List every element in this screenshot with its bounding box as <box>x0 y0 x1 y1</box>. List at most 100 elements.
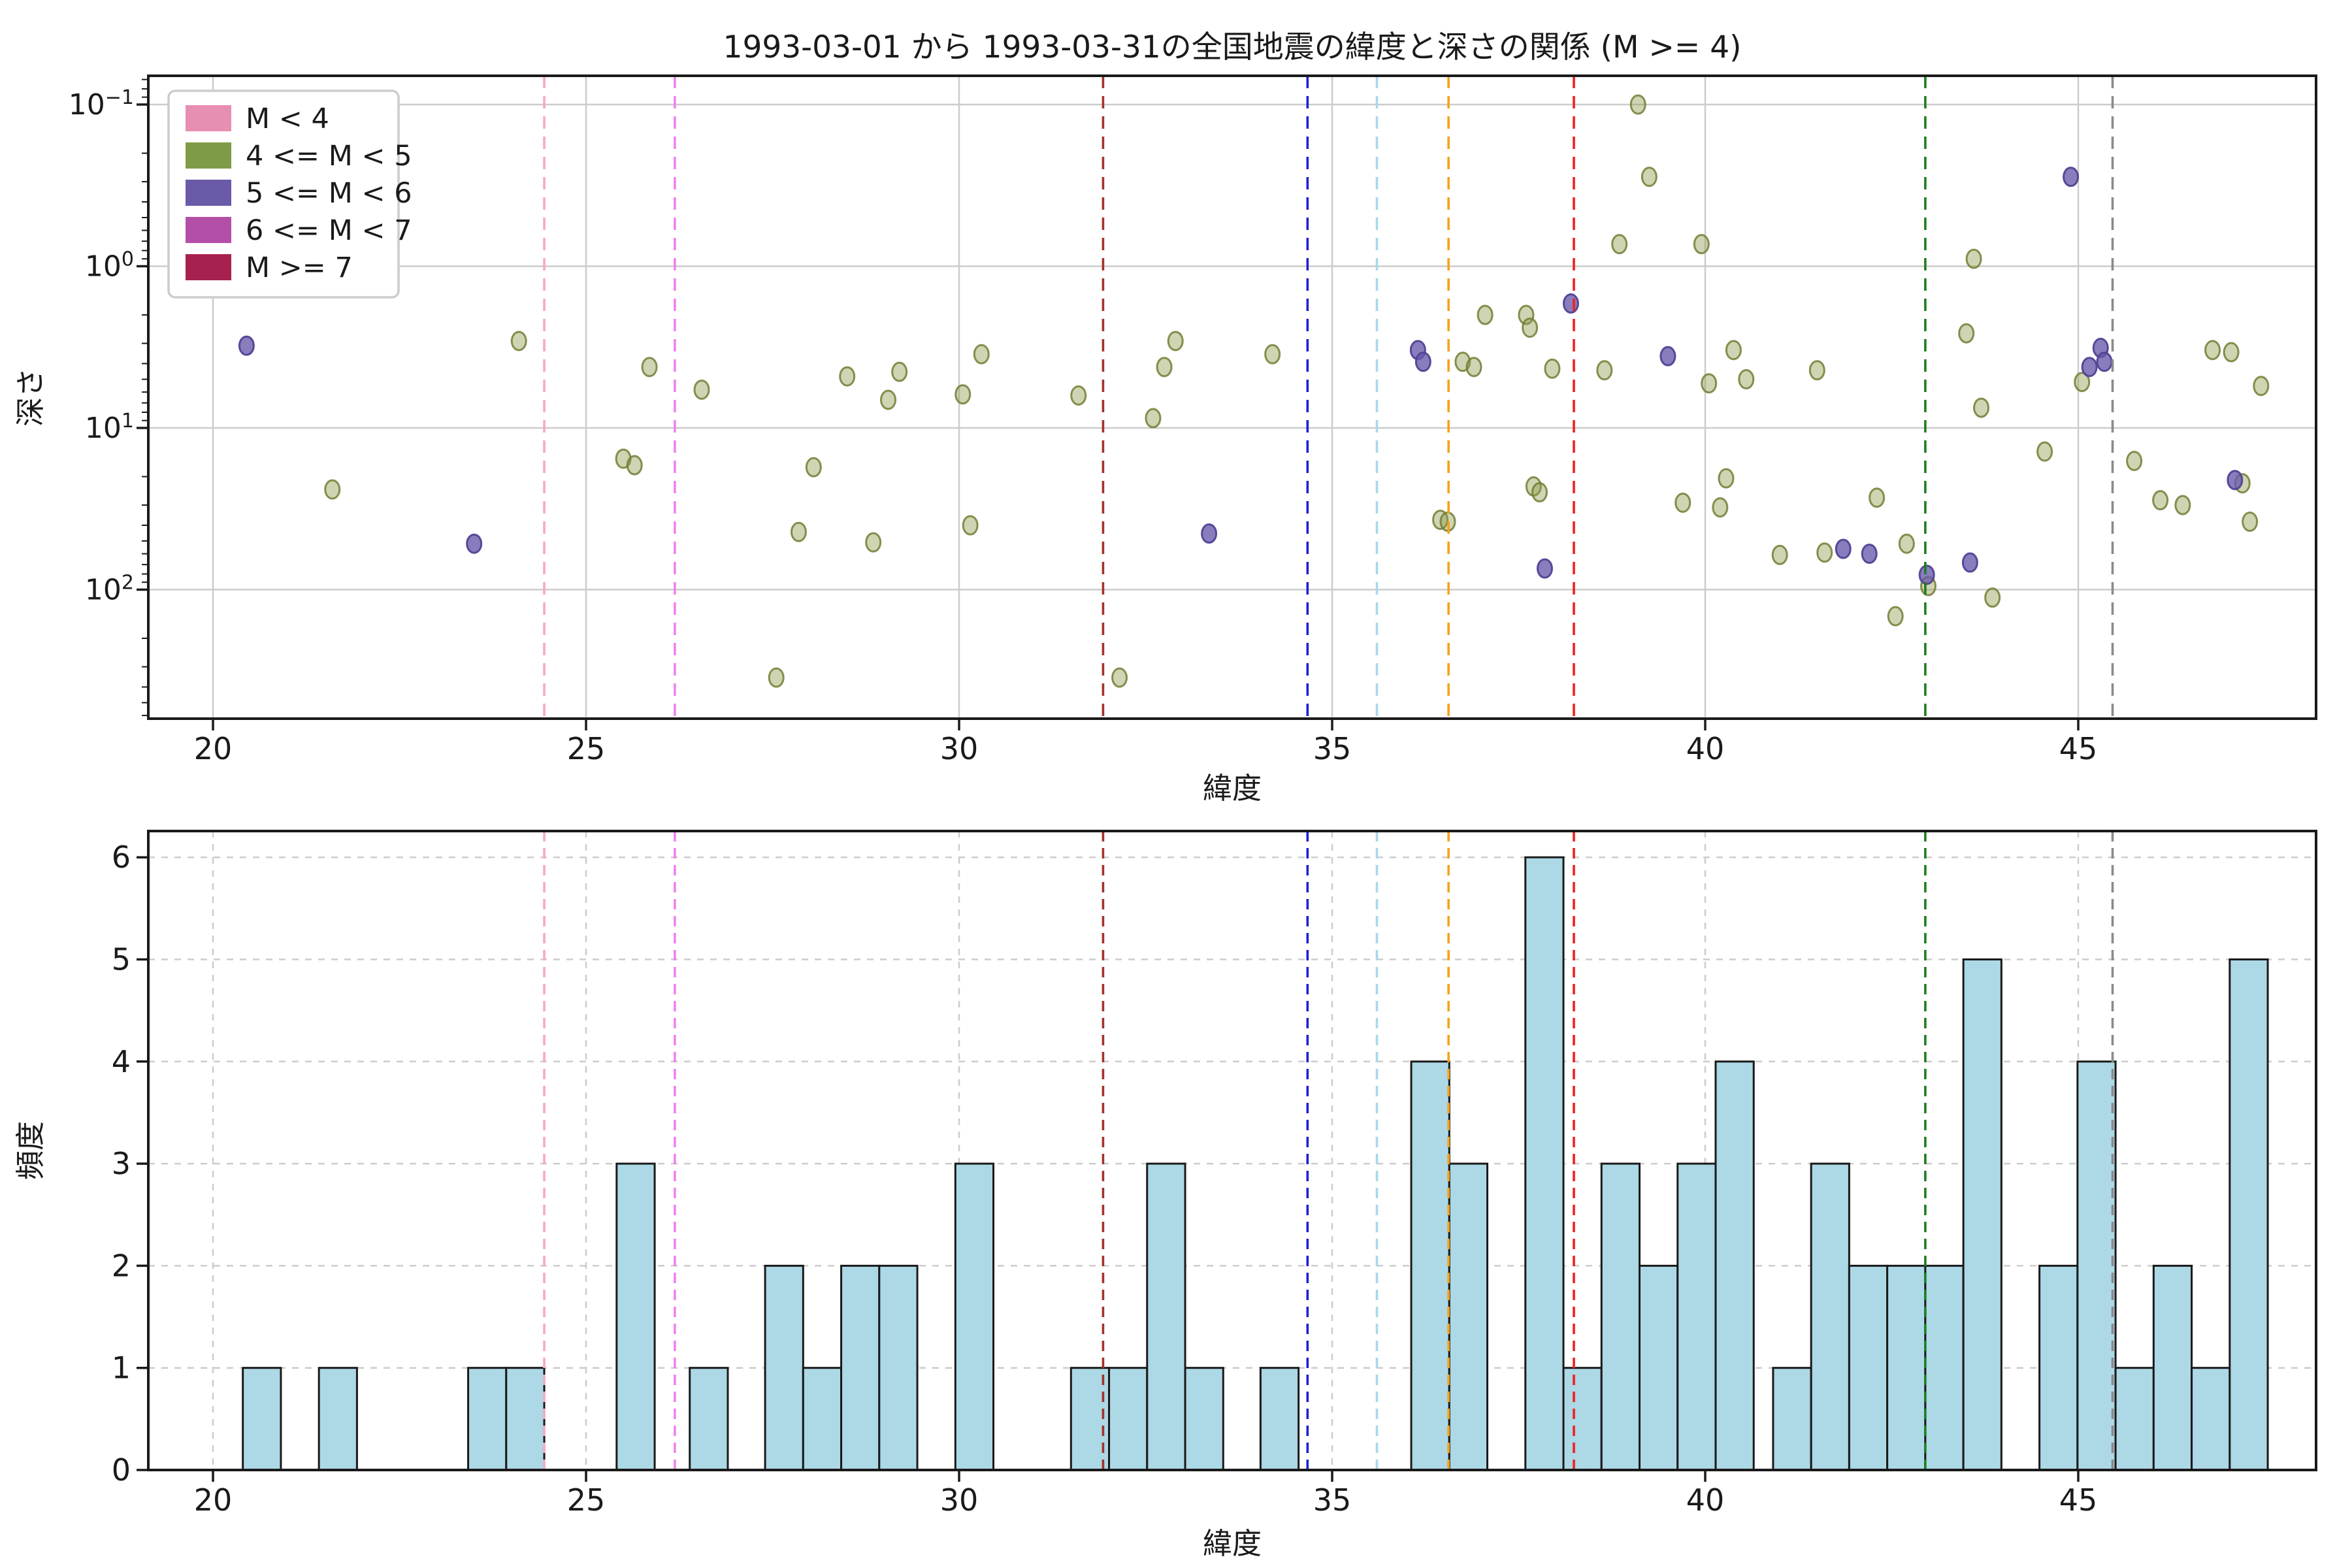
scatter-point <box>1414 351 1431 372</box>
scatter-point <box>1536 558 1553 579</box>
scatter-point <box>2036 441 2053 462</box>
scatter-point <box>1145 408 1162 429</box>
legend-swatch <box>186 254 231 280</box>
y-tick-label: 6 <box>112 840 131 875</box>
histogram-bar <box>1448 1162 1489 1471</box>
histogram-bar <box>1146 1162 1186 1471</box>
histogram-bar <box>1772 1367 1812 1471</box>
scatter-point <box>1544 358 1561 379</box>
histogram-bar <box>2114 1367 2155 1471</box>
legend-swatch <box>186 180 231 206</box>
scatter-point <box>2253 376 2270 397</box>
histogram-bar <box>1184 1367 1224 1471</box>
scatter-point <box>973 344 990 365</box>
scatter-point <box>2152 490 2169 511</box>
histogram-bar <box>1524 856 1565 1471</box>
scatter-point <box>1070 385 1087 406</box>
scatter-point <box>805 457 822 478</box>
x-tick-label: 30 <box>940 1482 979 1518</box>
scatter-point <box>1167 331 1184 351</box>
scatter-point <box>1861 544 1878 564</box>
y-tick-label: 0 <box>112 1452 131 1488</box>
histogram-bar <box>2076 1060 2117 1471</box>
scatter-point <box>1201 523 1218 544</box>
histogram-bar <box>1259 1367 1300 1471</box>
y-tick-label: 101 <box>85 410 134 445</box>
x-tick-label: 45 <box>2059 1482 2098 1518</box>
x-tick-label: 40 <box>1686 731 1725 766</box>
histogram-bar <box>2152 1264 2193 1471</box>
histogram-bar <box>615 1162 656 1471</box>
histogram-bar <box>1108 1367 1149 1471</box>
scatter-point <box>1629 94 1646 115</box>
scatter-point <box>2223 342 2240 363</box>
legend-label: M < 4 <box>246 103 329 135</box>
x-tick-label: 45 <box>2059 731 2098 766</box>
scatter-point <box>1522 318 1539 338</box>
legend-swatch <box>186 142 231 169</box>
scatter-point <box>1718 468 1735 489</box>
histogram-bar <box>1810 1162 1850 1471</box>
scatter-point <box>324 479 341 500</box>
histogram-bar <box>1886 1264 1927 1471</box>
scatter-point <box>891 361 908 382</box>
scatter-point <box>466 533 483 554</box>
scatter-point <box>1693 234 1710 255</box>
scatter-xaxis-label: 緯度 <box>1203 771 1262 806</box>
scatter-point <box>2174 495 2191 515</box>
x-tick-label: 35 <box>1313 1482 1352 1518</box>
y-tick-label: 1 <box>112 1350 131 1386</box>
histogram-bar <box>1714 1060 1755 1471</box>
scatter-point <box>693 379 710 400</box>
scatter-point <box>2227 470 2244 491</box>
scatter-point <box>1562 293 1579 314</box>
scatter-point <box>865 532 882 553</box>
scatter-point <box>1973 397 1990 418</box>
scatter-point <box>1465 357 1482 378</box>
x-tick-label: 40 <box>1686 1482 1725 1518</box>
scatter-point <box>1641 167 1658 188</box>
scatter-plot: 20 25 30 35 40 45 10−1 100 101 102 <box>69 74 2317 766</box>
scatter-point <box>1771 544 1788 565</box>
histogram-bar <box>1848 1264 1889 1471</box>
histogram-bar <box>318 1367 358 1471</box>
histogram-frame <box>147 830 2317 1471</box>
scatter-point <box>1477 304 1494 325</box>
y-tick-label: 10−1 <box>69 86 134 122</box>
scatter-point <box>2096 351 2113 372</box>
legend-label: 5 <= M < 6 <box>246 177 412 210</box>
histogram-bar <box>802 1367 843 1471</box>
y-tick-label: 5 <box>112 942 131 977</box>
histogram-bar <box>1676 1162 1717 1471</box>
scatter-point <box>1918 564 1935 585</box>
histogram-bar <box>764 1264 804 1471</box>
scatter-point <box>1264 344 1281 365</box>
histogram-bar <box>1924 1264 1965 1471</box>
histogram-bar <box>689 1367 729 1471</box>
histogram-xaxis-label: 緯度 <box>1203 1526 1262 1561</box>
histogram-bar <box>1410 1060 1450 1471</box>
x-tick-label: 35 <box>1313 731 1352 766</box>
legend: M < 4 4 <= M < 5 5 <= M < 6 6 <= M < 7 M >= … <box>167 90 412 299</box>
scatter-point <box>1738 368 1755 389</box>
x-tick-label: 25 <box>567 1482 606 1518</box>
histogram-bar <box>1562 1367 1603 1471</box>
scatter-point <box>1156 357 1173 378</box>
scatter-yaxis-label: 深さ <box>13 368 48 427</box>
legend-label: M >= 7 <box>246 252 353 284</box>
scatter-point <box>1965 248 1982 269</box>
x-tick-label: 25 <box>567 731 606 766</box>
scatter-point <box>790 521 807 542</box>
scatter-point <box>1816 542 1833 563</box>
scatter-point <box>2242 511 2259 532</box>
histogram-bar <box>242 1367 282 1471</box>
scatter-point <box>1808 360 1825 381</box>
scatter-point <box>1531 482 1548 502</box>
histogram-bar <box>1639 1264 1679 1471</box>
histogram-bar <box>505 1367 546 1471</box>
scatter-point <box>1869 487 1886 508</box>
histogram-bar <box>1600 1162 1641 1471</box>
histogram-yaxis-label: 頻度 <box>13 1121 48 1180</box>
